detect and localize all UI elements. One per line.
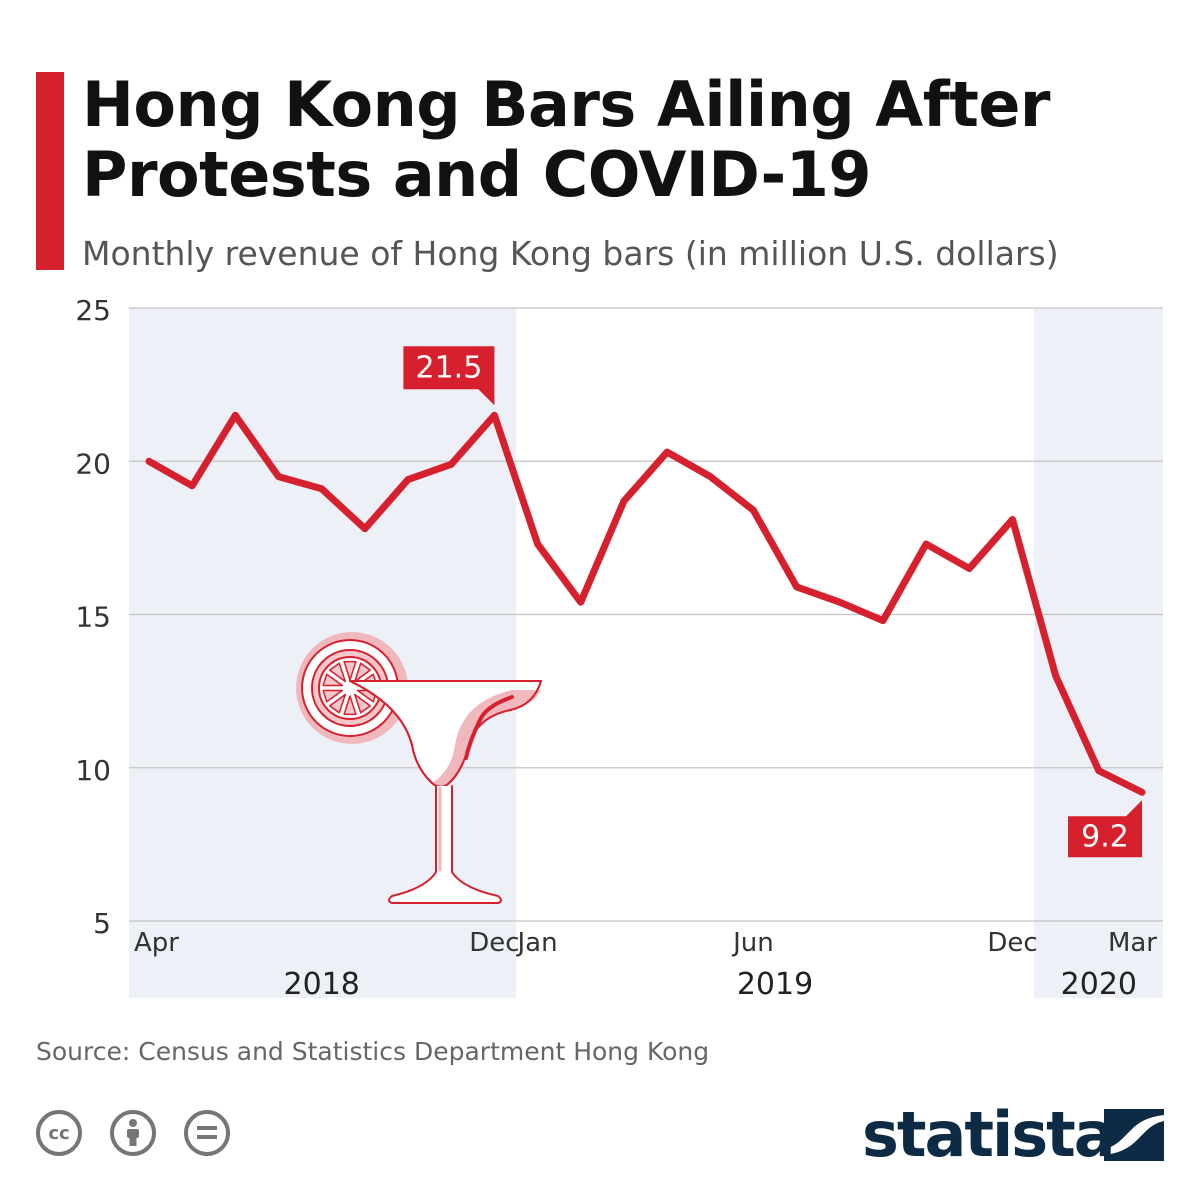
- callout-21.5: 21.5: [403, 346, 495, 406]
- year-label-2020: 2020: [1061, 967, 1137, 1002]
- x-tick-label-apr: Apr: [134, 928, 179, 958]
- callout-label: 21.5: [415, 350, 482, 385]
- cocktail-glass-icon: [296, 632, 542, 904]
- y-tick-label-25: 25: [75, 294, 111, 327]
- lime-wedge: [343, 660, 357, 681]
- callout-label: 9.2: [1081, 819, 1129, 854]
- chart-subtitle: Monthly revenue of Hong Kong bars (in mi…: [82, 234, 1059, 273]
- callout-9.2: 9.2: [1068, 800, 1142, 858]
- x-tick-label-mar: Mar: [1108, 928, 1157, 958]
- series-line: [145, 411, 1146, 796]
- y-tick-label-20: 20: [75, 447, 111, 480]
- year-label-2019: 2019: [737, 967, 813, 1002]
- callout-box: [403, 346, 495, 406]
- year-band-2020: [1034, 308, 1163, 998]
- no-derivatives-icon[interactable]: [184, 1110, 230, 1156]
- attribution-icon[interactable]: [110, 1110, 156, 1156]
- source-note: Source: Census and Statistics Department…: [36, 1037, 710, 1066]
- cc-icon[interactable]: cc: [36, 1110, 82, 1156]
- lime-wedge: [328, 693, 347, 714]
- y-tick-label-15: 15: [75, 601, 111, 634]
- x-tick-label-dec: Dec: [469, 928, 519, 958]
- x-tick-label-dec: Dec: [987, 928, 1037, 958]
- title-accent-bar: [36, 72, 64, 270]
- cc-icon-label: cc: [48, 1122, 70, 1144]
- lime-wedge: [353, 693, 372, 714]
- callout-box: [1068, 800, 1142, 858]
- y-tick-label-5: 5: [93, 907, 111, 940]
- lime-wedge: [328, 662, 347, 683]
- lime-wedge: [343, 695, 357, 716]
- lime-wedge: [322, 673, 344, 687]
- person-icon: [127, 1119, 139, 1146]
- lime-wedge: [322, 689, 344, 703]
- lime-wedge: [353, 662, 372, 683]
- x-tick-label-jun: Jun: [731, 928, 774, 958]
- year-label-2018: 2018: [284, 967, 360, 1002]
- equals-icon: [197, 1126, 217, 1139]
- statista-logo-icon: [1104, 1109, 1164, 1161]
- statista-logo[interactable]: statista: [862, 1098, 1116, 1171]
- y-tick-label-10: 10: [75, 754, 111, 787]
- x-tick-label-jan: Jan: [516, 928, 558, 958]
- chart-title: Hong Kong Bars Ailing After Protests and…: [82, 68, 1050, 211]
